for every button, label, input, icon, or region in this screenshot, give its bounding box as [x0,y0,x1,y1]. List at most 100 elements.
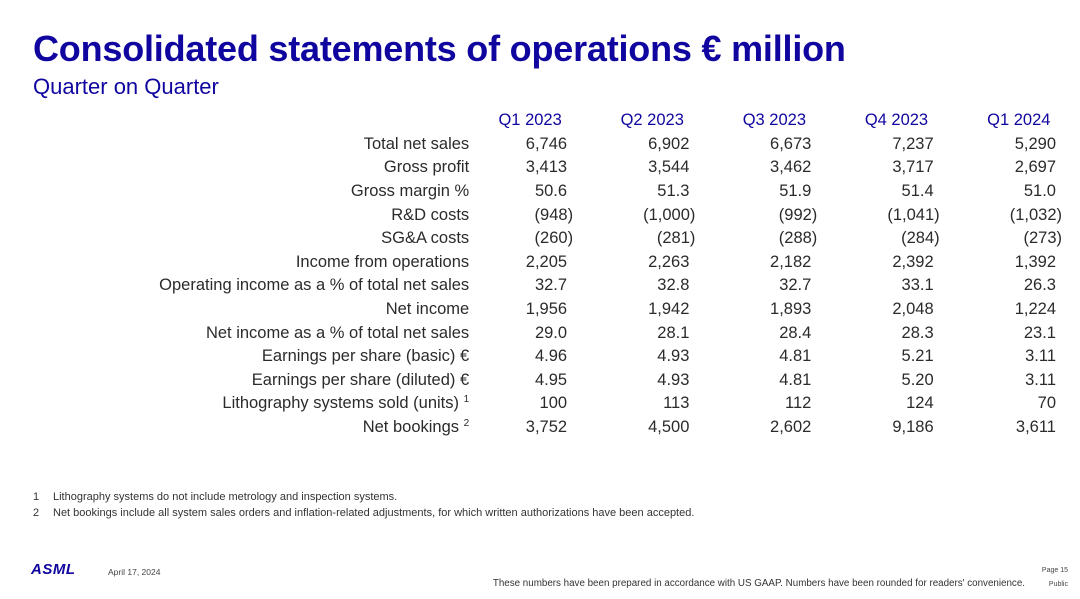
table-cell: 2,392 [892,252,934,271]
table-row: Earnings per share (diluted) € 4.95 4.93 4.… [150,369,1080,393]
table-cell: (260) [534,229,574,248]
table-row: Total net sales 6,746 6,902 6,673 7,237 5,290 [150,133,1080,157]
table-cell: 3.11 [1025,370,1056,389]
table-cell: 2,048 [892,300,934,319]
table-row: Gross margin % 50.6 51.3 51.9 51.4 51.0 [150,180,1080,204]
row-label: Net income [150,298,469,322]
row-label: R&D costs [150,203,469,227]
row-label: SG&A costs [150,227,469,251]
financial-table: Q1 2023 Q2 2023 Q3 2023 Q4 2023 Q1 2024 … [150,109,1080,439]
table-cell: 51.4 [901,182,934,201]
row-label-text: Operating income as a % of total net sal… [159,276,470,295]
footnote-number: 1 [33,491,40,503]
table-row: Gross profit 3,413 3,544 3,462 3,717 2,697 [150,156,1080,180]
table-cell: 113 [663,394,690,413]
row-label-text: Gross margin % [350,182,470,201]
table-cell: 3,413 [525,158,568,177]
row-label: Earnings per share (diluted) € [150,369,469,393]
table-cell: (1,041) [887,205,940,224]
row-label-text: Earnings per share (diluted) € [251,370,470,389]
footnote-text: Lithography systems do not include metro… [53,491,398,503]
table-cell: 6,746 [525,134,568,153]
table-cell: (281) [656,229,696,248]
table-cell: 51.0 [1023,182,1056,201]
table-cell: 2,205 [525,252,568,271]
table-cell: 1,224 [1014,300,1056,319]
table-row: Net bookings 2 3,752 4,500 2,602 9,186 3,611 [150,416,1080,440]
column-header: Q1 2023 [498,111,562,130]
table-cell: 2,263 [648,252,690,271]
table-cell: 112 [785,394,812,413]
page-number: Page 15 [1041,567,1068,574]
table-cell: 70 [1037,394,1056,413]
row-label: Gross profit [150,156,469,180]
table-cell: 3,717 [892,158,934,177]
table-cell: (288) [778,229,818,248]
row-label-text: Net income as a % of total net sales [205,323,470,342]
table-cell: 5.20 [901,370,934,389]
footnote-number: 2 [33,507,40,519]
table-cell: (273) [1023,229,1062,248]
table-cell: 4.93 [657,370,690,389]
table-body: Total net sales 6,746 6,902 6,673 7,237 5,290… [150,133,1080,440]
asml-logo: ASML [31,561,76,578]
row-label-text: Total net sales [363,134,470,153]
table-cell: 5.21 [901,347,934,366]
row-label-text: Lithography systems sold (units) [222,394,460,413]
table-cell: (284) [901,229,940,248]
table-cell: 28.3 [901,323,934,342]
footnote: 2 Net bookings include all system sales … [33,505,694,521]
footnote-marker: 1 [463,394,470,406]
footer-date: April 17, 2024 [108,567,161,577]
table-cell: 4.93 [657,347,690,366]
row-label-text: Net income [385,300,470,319]
table-cell: 33.1 [901,276,934,295]
table-cell: 50.6 [534,182,568,201]
row-label: Operating income as a % of total net sal… [150,274,469,298]
table-cell: 1,956 [525,300,568,319]
footnote-text: Net bookings include all system sales or… [53,507,695,519]
table-cell: 6,902 [648,134,690,153]
row-label: Lithography systems sold (units) 1 [150,392,469,416]
table-cell: 23.1 [1023,323,1056,342]
table-cell: 3,752 [525,418,568,437]
column-header: Q1 2024 [987,111,1051,130]
table-cell: (992) [778,205,818,224]
row-label: Net bookings 2 [150,416,469,440]
table-cell: 1,942 [648,300,690,319]
table-cell: 4,500 [648,418,690,437]
footnote: 1 Lithography systems do not include met… [33,489,694,505]
table-row: SG&A costs (260) (281) (288) (284) (273) [150,227,1080,251]
table-cell: 124 [906,394,934,413]
table-cell: 9,186 [892,418,934,437]
table-cell: 29.0 [534,323,568,342]
row-label-text: SG&A costs [381,229,470,248]
table-row: Net income 1,956 1,942 1,893 2,048 1,224 [150,298,1080,322]
footer-disclaimer: These numbers have been prepared in acco… [492,578,1025,589]
table-cell: 28.1 [657,323,690,342]
page-subtitle: Quarter on Quarter [33,74,219,99]
table-cell: (948) [534,205,574,224]
table-cell: 3,611 [1015,418,1056,437]
table-row: Lithography systems sold (units) 1 100 113… [150,392,1080,416]
table-row: Net income as a % of total net sales 29.0… [150,321,1080,345]
column-header: Q3 2023 [742,111,807,130]
row-label-text: Income from operations [295,252,470,271]
row-label: Earnings per share (basic) € [150,345,469,369]
table-cell: 4.81 [779,370,812,389]
table-row: R&D costs (948) (1,000) (992) (1,041) (1,032) [150,203,1080,227]
table-cell: 4.96 [534,347,568,366]
table-cell: 4.81 [779,347,812,366]
table-cell: 1,392 [1014,252,1056,271]
table-cell: 1,893 [770,300,812,319]
table-cell: (1,000) [643,205,696,224]
row-label: Gross margin % [150,180,469,204]
table-cell: 4.95 [534,370,568,389]
row-label-text: Gross profit [383,158,470,177]
table-cell: 5,290 [1014,134,1056,153]
table-row: Earnings per share (basic) € 4.96 4.93 4.81… [150,345,1080,369]
row-label: Net income as a % of total net sales [150,321,469,345]
table-cell: 3.11 [1025,347,1056,366]
table-row: Operating income as a % of total net sal… [150,274,1080,298]
table-cell: 28.4 [779,323,812,342]
